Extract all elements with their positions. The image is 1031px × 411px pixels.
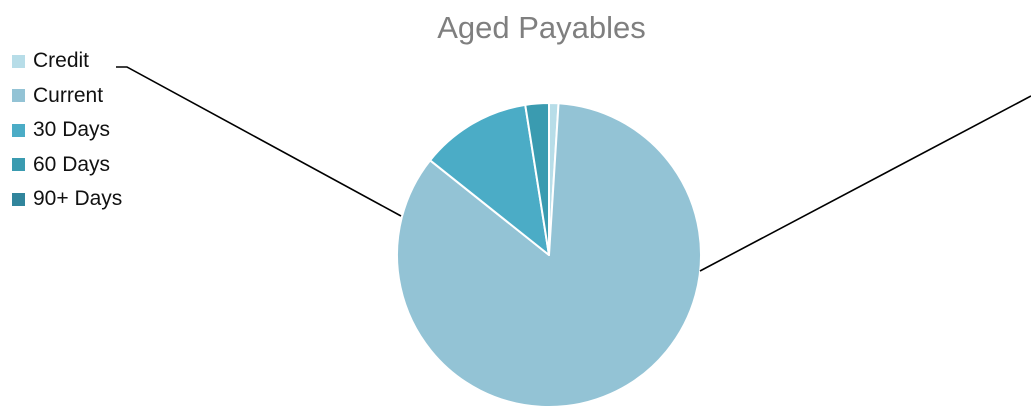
legend-label-30-days: 30 Days bbox=[33, 118, 111, 142]
legend-swatch-60-days bbox=[12, 158, 25, 172]
legend-swatch-credit bbox=[12, 54, 25, 68]
legend-item-60-days: 60 Days bbox=[12, 148, 122, 183]
leader-line-current bbox=[116, 66, 402, 217]
pie-slices bbox=[396, 102, 702, 408]
leader-lines bbox=[116, 66, 1031, 272]
legend-swatch-90-days bbox=[12, 192, 25, 206]
chart-title: Aged Payables bbox=[437, 10, 646, 45]
leader-line-30-days bbox=[699, 95, 1031, 272]
pie-slice-60-days bbox=[524, 102, 550, 256]
legend-item-30-days: 30 Days bbox=[12, 113, 122, 148]
legend-item-credit: Credit bbox=[12, 44, 122, 79]
legend-item-90-days: 90+ Days bbox=[12, 182, 122, 217]
legend-label-60-days: 60 Days bbox=[33, 152, 111, 176]
legend-swatch-current bbox=[12, 89, 25, 103]
pie-slice-30-days bbox=[429, 103, 550, 256]
legend-label-current: Current bbox=[33, 83, 104, 107]
legend: Credit Current 30 Days 60 Days 90+ Days bbox=[12, 44, 122, 217]
legend-label-credit: Credit bbox=[33, 49, 90, 73]
legend-label-90-days: 90+ Days bbox=[33, 187, 123, 211]
legend-swatch-30-days bbox=[12, 123, 25, 137]
legend-item-current: Current bbox=[12, 79, 122, 114]
